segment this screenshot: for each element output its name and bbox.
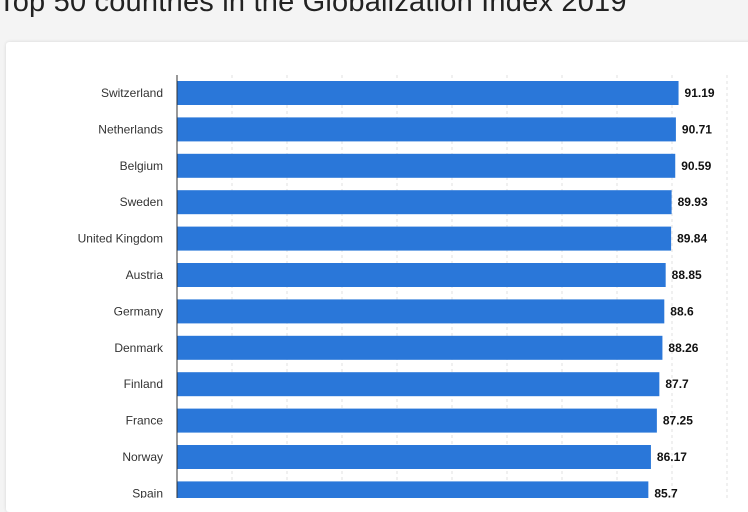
- page-title: Top 50 countries in the Globalization In…: [0, 0, 627, 18]
- category-label: Switzerland: [101, 86, 163, 100]
- bar: [177, 335, 663, 360]
- value-label: 89.93: [678, 195, 708, 209]
- bar: [177, 153, 676, 178]
- category-label: France: [126, 414, 164, 428]
- category-label: Spain: [132, 486, 163, 498]
- value-label: 87.25: [663, 414, 693, 428]
- value-label: 91.19: [685, 86, 715, 100]
- bar-chart: Switzerland 91.19 Netherlands 90.71 Belgium 9…: [78, 75, 728, 498]
- category-label: Belgium: [120, 159, 163, 173]
- category-label: Sweden: [120, 195, 163, 209]
- category-label: Finland: [124, 377, 163, 391]
- value-label: 88.6: [670, 304, 694, 318]
- bar: [177, 299, 665, 324]
- bar: [177, 190, 672, 215]
- bar: [177, 445, 651, 469]
- category-label: Denmark: [114, 341, 164, 355]
- bar: [177, 226, 672, 251]
- bar: [177, 117, 676, 142]
- category-label: Norway: [122, 450, 163, 464]
- bar: [177, 408, 657, 433]
- bar: [177, 372, 660, 397]
- value-label: 85.7: [654, 486, 678, 498]
- bar: [177, 263, 666, 287]
- bar: [177, 81, 679, 105]
- value-label: 88.85: [672, 268, 702, 282]
- category-label: United Kingdom: [78, 232, 163, 246]
- category-label: Austria: [126, 268, 164, 282]
- value-label: 90.59: [681, 159, 711, 173]
- category-label: Germany: [114, 304, 163, 318]
- value-label: 90.71: [682, 122, 712, 136]
- value-label: 87.7: [665, 377, 689, 391]
- bar: [177, 481, 649, 498]
- value-label: 86.17: [657, 450, 687, 464]
- value-label: 89.84: [677, 232, 707, 246]
- category-label: Netherlands: [98, 122, 163, 136]
- value-label: 88.26: [668, 341, 698, 355]
